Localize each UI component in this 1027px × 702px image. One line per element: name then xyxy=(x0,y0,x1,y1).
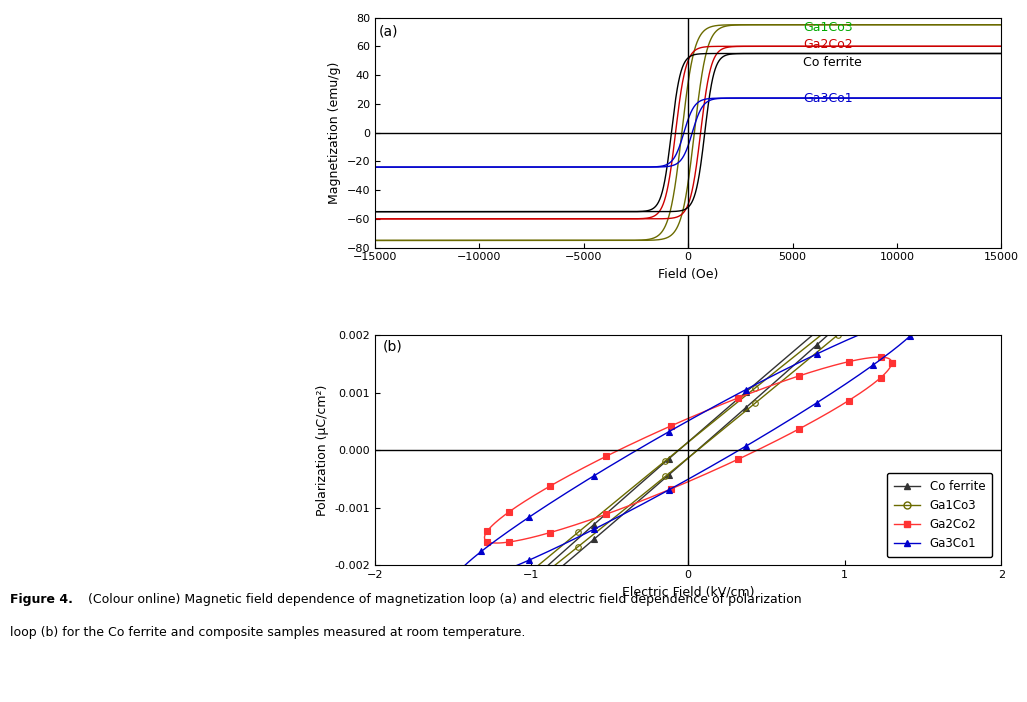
Text: Ga3Co1: Ga3Co1 xyxy=(803,91,852,105)
X-axis label: Electric Field (kV/cm): Electric Field (kV/cm) xyxy=(621,585,755,599)
Text: loop (b) for the Co ferrite and composite samples measured at room temperature.: loop (b) for the Co ferrite and composit… xyxy=(10,626,526,640)
Text: Ga1Co3: Ga1Co3 xyxy=(803,21,852,34)
Text: Co ferrite: Co ferrite xyxy=(803,55,862,69)
Text: (a): (a) xyxy=(379,25,398,39)
Y-axis label: Magnetization (emu/g): Magnetization (emu/g) xyxy=(328,61,341,204)
X-axis label: Field (Oe): Field (Oe) xyxy=(658,268,718,281)
Text: Ga2Co2: Ga2Co2 xyxy=(803,39,852,51)
Legend: Co ferrite, Ga1Co3, Ga2Co2, Ga3Co1: Co ferrite, Ga1Co3, Ga2Co2, Ga3Co1 xyxy=(887,473,992,557)
Y-axis label: Polarization (μC/cm²): Polarization (μC/cm²) xyxy=(315,385,329,516)
Text: (b): (b) xyxy=(383,339,403,353)
Text: (Colour online) Magnetic field dependence of magnetization loop (a) and electric: (Colour online) Magnetic field dependenc… xyxy=(84,593,802,607)
Text: Figure 4.: Figure 4. xyxy=(10,593,73,607)
